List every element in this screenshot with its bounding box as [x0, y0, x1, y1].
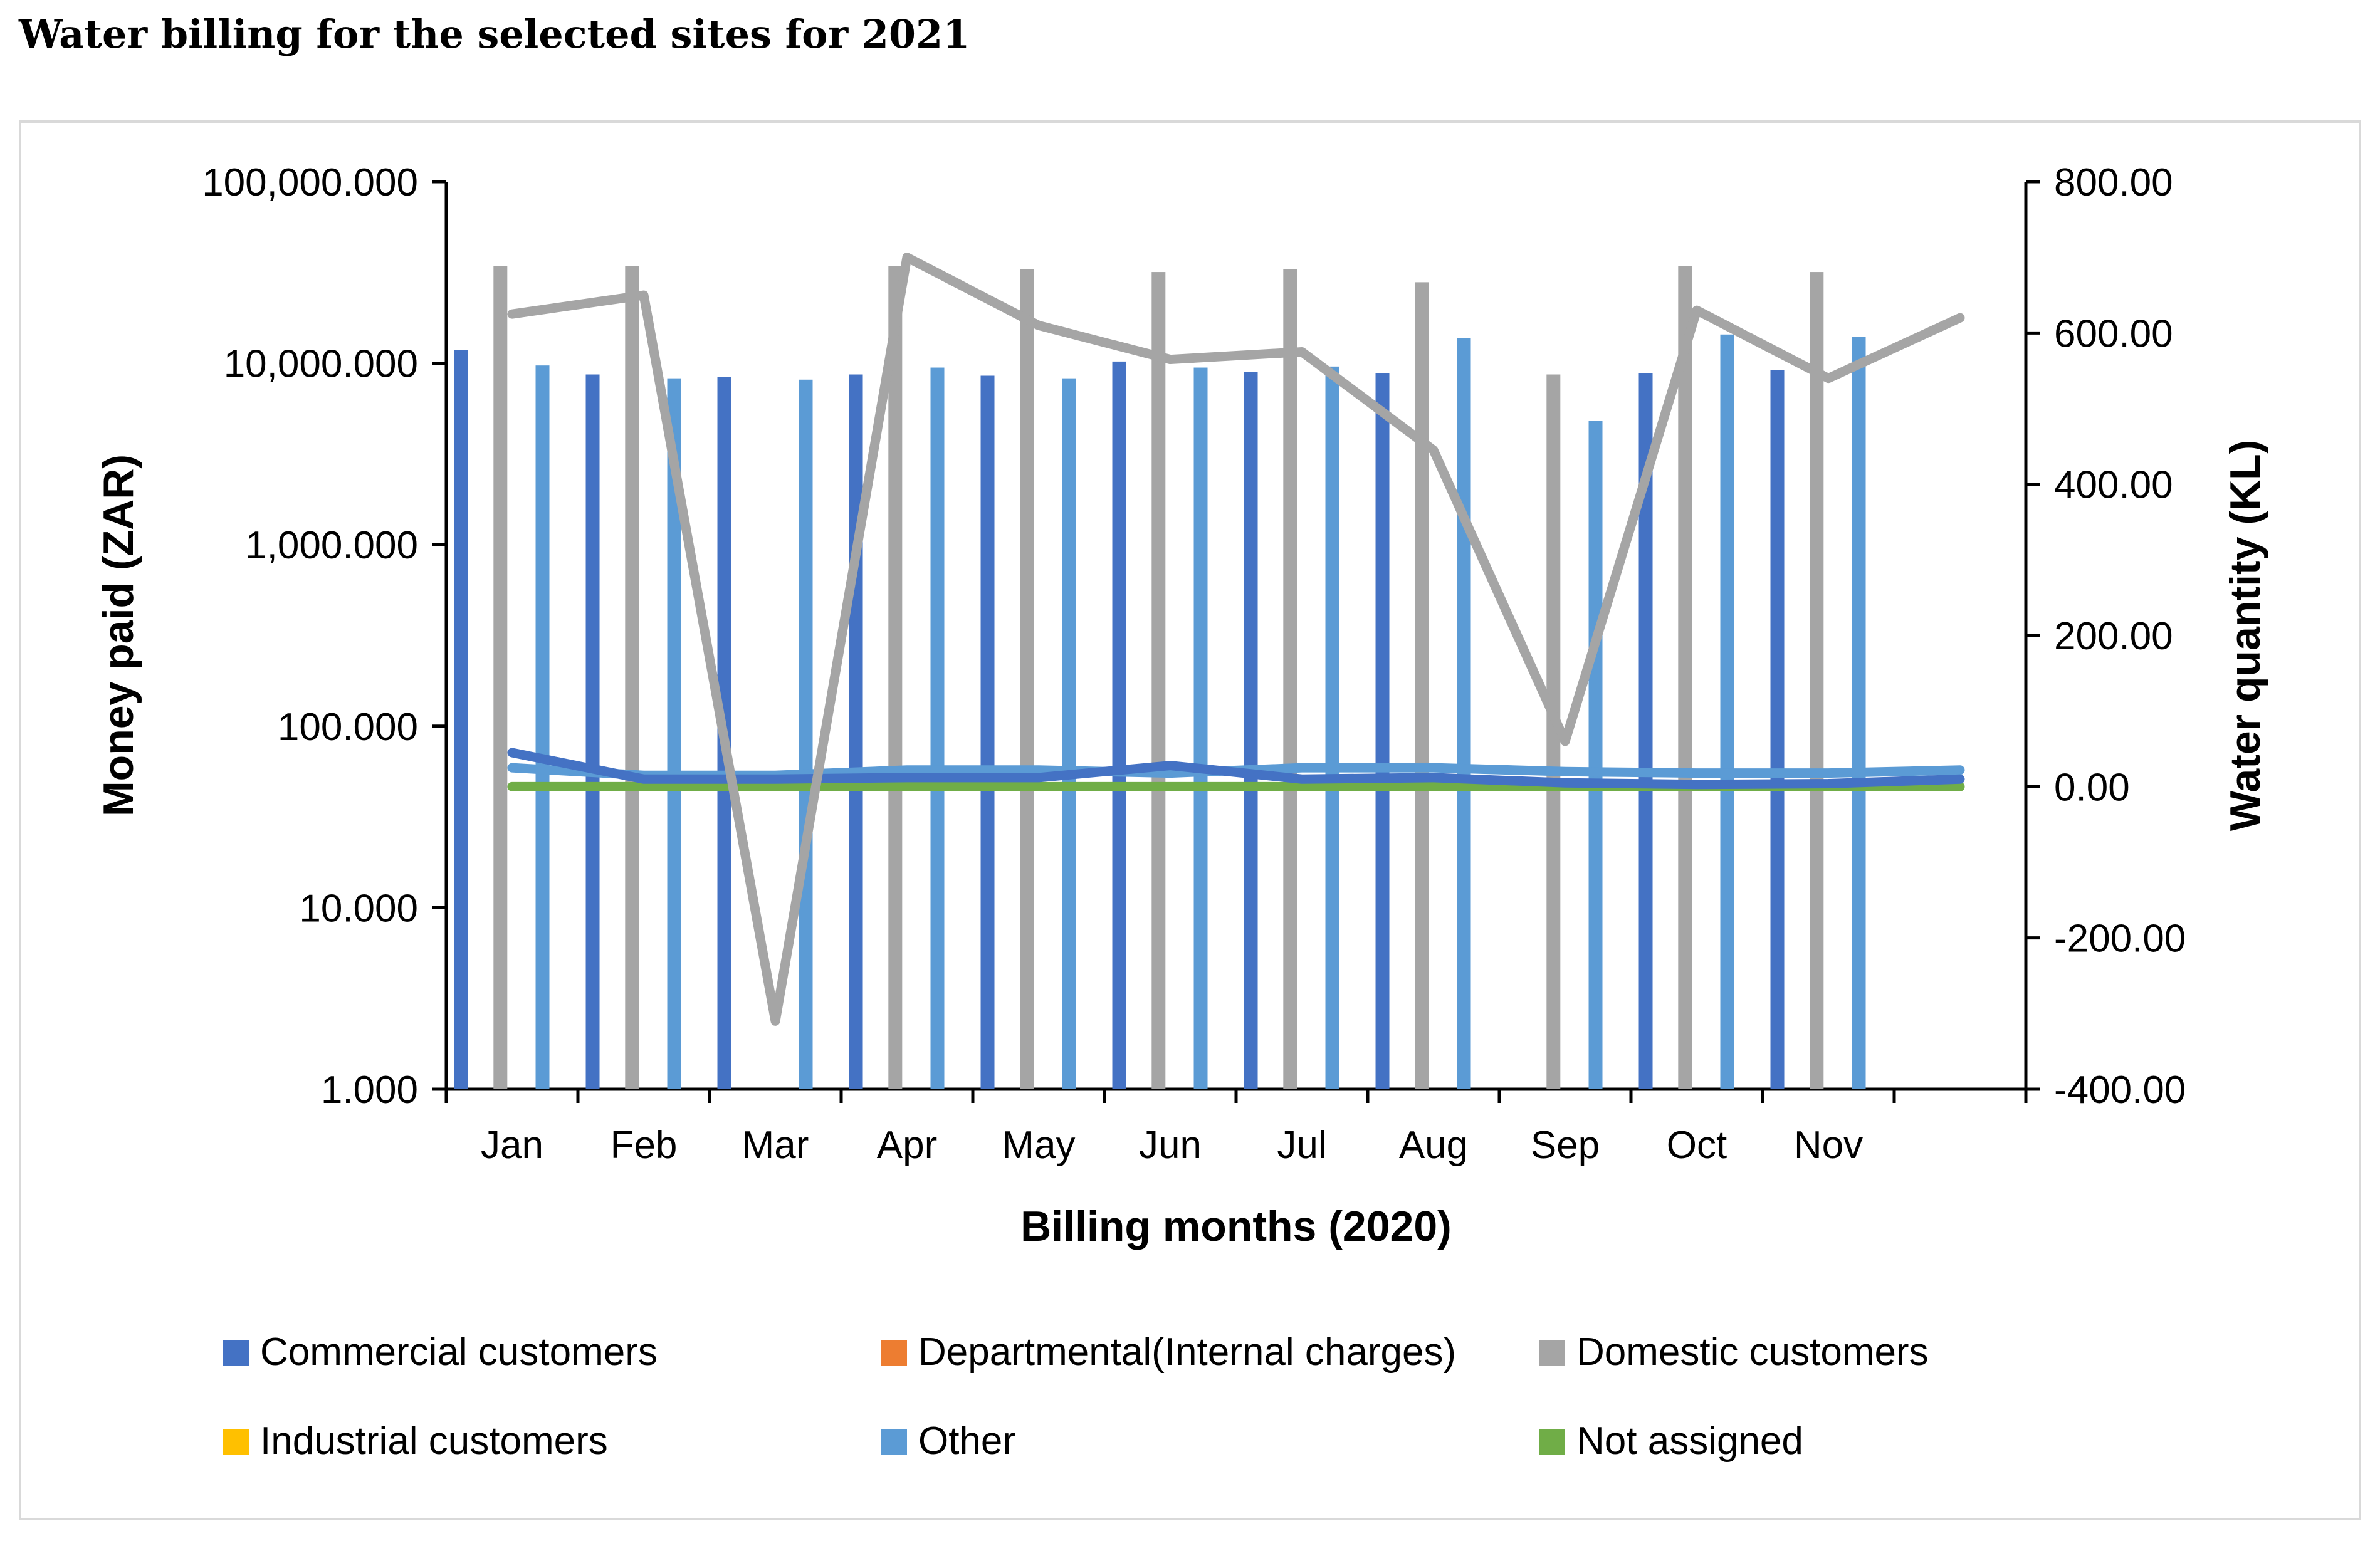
- bar: [1375, 373, 1390, 1090]
- bar: [585, 374, 600, 1089]
- bar: [888, 266, 903, 1090]
- bar: [980, 375, 995, 1090]
- left-tick-label: 10.000: [299, 887, 418, 930]
- bar: [1588, 421, 1603, 1089]
- legend-swatch: [881, 1340, 907, 1366]
- x-tick-label: Nov: [1794, 1124, 1863, 1167]
- legend-swatch: [223, 1429, 249, 1455]
- series-line: [507, 253, 1965, 1026]
- x-tick-label: Sep: [1531, 1124, 1600, 1167]
- axis-labels: Money paid (ZAR) Water quantity (KL) Billi…: [95, 440, 2269, 1250]
- bar: [1638, 373, 1653, 1090]
- bar: [1020, 269, 1034, 1089]
- x-tick-label: Jun: [1139, 1124, 1202, 1167]
- legend-label: Other: [918, 1419, 1015, 1463]
- bar: [535, 365, 550, 1089]
- legend-swatch: [1539, 1429, 1565, 1455]
- left-axis-title: Money paid (ZAR): [95, 454, 142, 817]
- bar: [849, 374, 863, 1089]
- left-tick-label: 10,000.000: [224, 343, 418, 386]
- bar: [1193, 367, 1208, 1089]
- right-tick-label: 200.00: [2054, 615, 2173, 658]
- legend-label: Industrial customers: [260, 1419, 608, 1463]
- left-tick-label: 1.000: [321, 1068, 418, 1112]
- bar: [1415, 282, 1429, 1090]
- x-tick-label: Oct: [1667, 1124, 1727, 1167]
- bar: [1546, 374, 1561, 1089]
- axes: 1.000 10.000 100.000 1,000.000 10,000.000 100…: [202, 161, 2186, 1167]
- x-tick-label: Feb: [611, 1124, 678, 1167]
- series-line: [507, 748, 1965, 790]
- bar: [1720, 334, 1734, 1089]
- x-tick-label: Jan: [481, 1124, 543, 1167]
- bar: [454, 350, 468, 1090]
- bar: [1770, 370, 1785, 1089]
- bar: [1810, 272, 1824, 1089]
- right-tick-label: 800.00: [2054, 161, 2173, 204]
- x-tick-label: May: [1002, 1124, 1075, 1167]
- x-tick-label: Aug: [1399, 1124, 1468, 1167]
- chart-frame: [19, 120, 2361, 1520]
- bar: [1283, 269, 1297, 1089]
- right-axis-title: Water quantity (KL): [2221, 440, 2269, 832]
- right-tick-label: -400.00: [2054, 1068, 2186, 1112]
- bar: [625, 266, 639, 1090]
- right-tick-label: 0.00: [2054, 766, 2130, 809]
- legend-label: Domestic customers: [1576, 1330, 1929, 1374]
- bar: [1151, 272, 1166, 1089]
- left-tick-label: 100.000: [278, 706, 418, 749]
- bar: [930, 367, 945, 1089]
- legend: Commercial customers Departmental(Interna…: [223, 1330, 1929, 1463]
- right-tick-label: 400.00: [2054, 464, 2173, 507]
- bar: [1325, 366, 1339, 1090]
- legend-label: Commercial customers: [260, 1330, 658, 1374]
- bar: [799, 379, 813, 1089]
- bar: [1244, 372, 1258, 1090]
- bar: [1062, 378, 1076, 1090]
- lines: [507, 253, 1965, 1026]
- legend-swatch: [223, 1340, 249, 1366]
- bar: [1852, 337, 1866, 1089]
- x-axis-title: Billing months (2020): [1020, 1203, 1452, 1250]
- left-tick-label: 100,000.000: [202, 161, 418, 204]
- x-tick-label: Mar: [742, 1124, 809, 1167]
- bars: [454, 266, 1866, 1090]
- right-tick-label: -200.00: [2054, 917, 2186, 961]
- legend-swatch: [1539, 1340, 1565, 1366]
- legend-label: Departmental(Internal charges): [918, 1330, 1456, 1374]
- right-tick-label: 600.00: [2054, 312, 2173, 355]
- bar: [1112, 361, 1126, 1089]
- chart-heading: Water billing for the selected sites for…: [19, 11, 970, 57]
- left-tick-label: 1,000.000: [245, 524, 418, 567]
- legend-label: Not assigned: [1576, 1419, 1803, 1463]
- x-tick-label: Apr: [877, 1124, 937, 1167]
- bar: [667, 378, 681, 1090]
- x-tick-label: Jul: [1277, 1124, 1326, 1167]
- bar: [1678, 266, 1692, 1090]
- legend-swatch: [881, 1429, 907, 1455]
- bar: [1457, 338, 1471, 1089]
- bar: [493, 266, 508, 1090]
